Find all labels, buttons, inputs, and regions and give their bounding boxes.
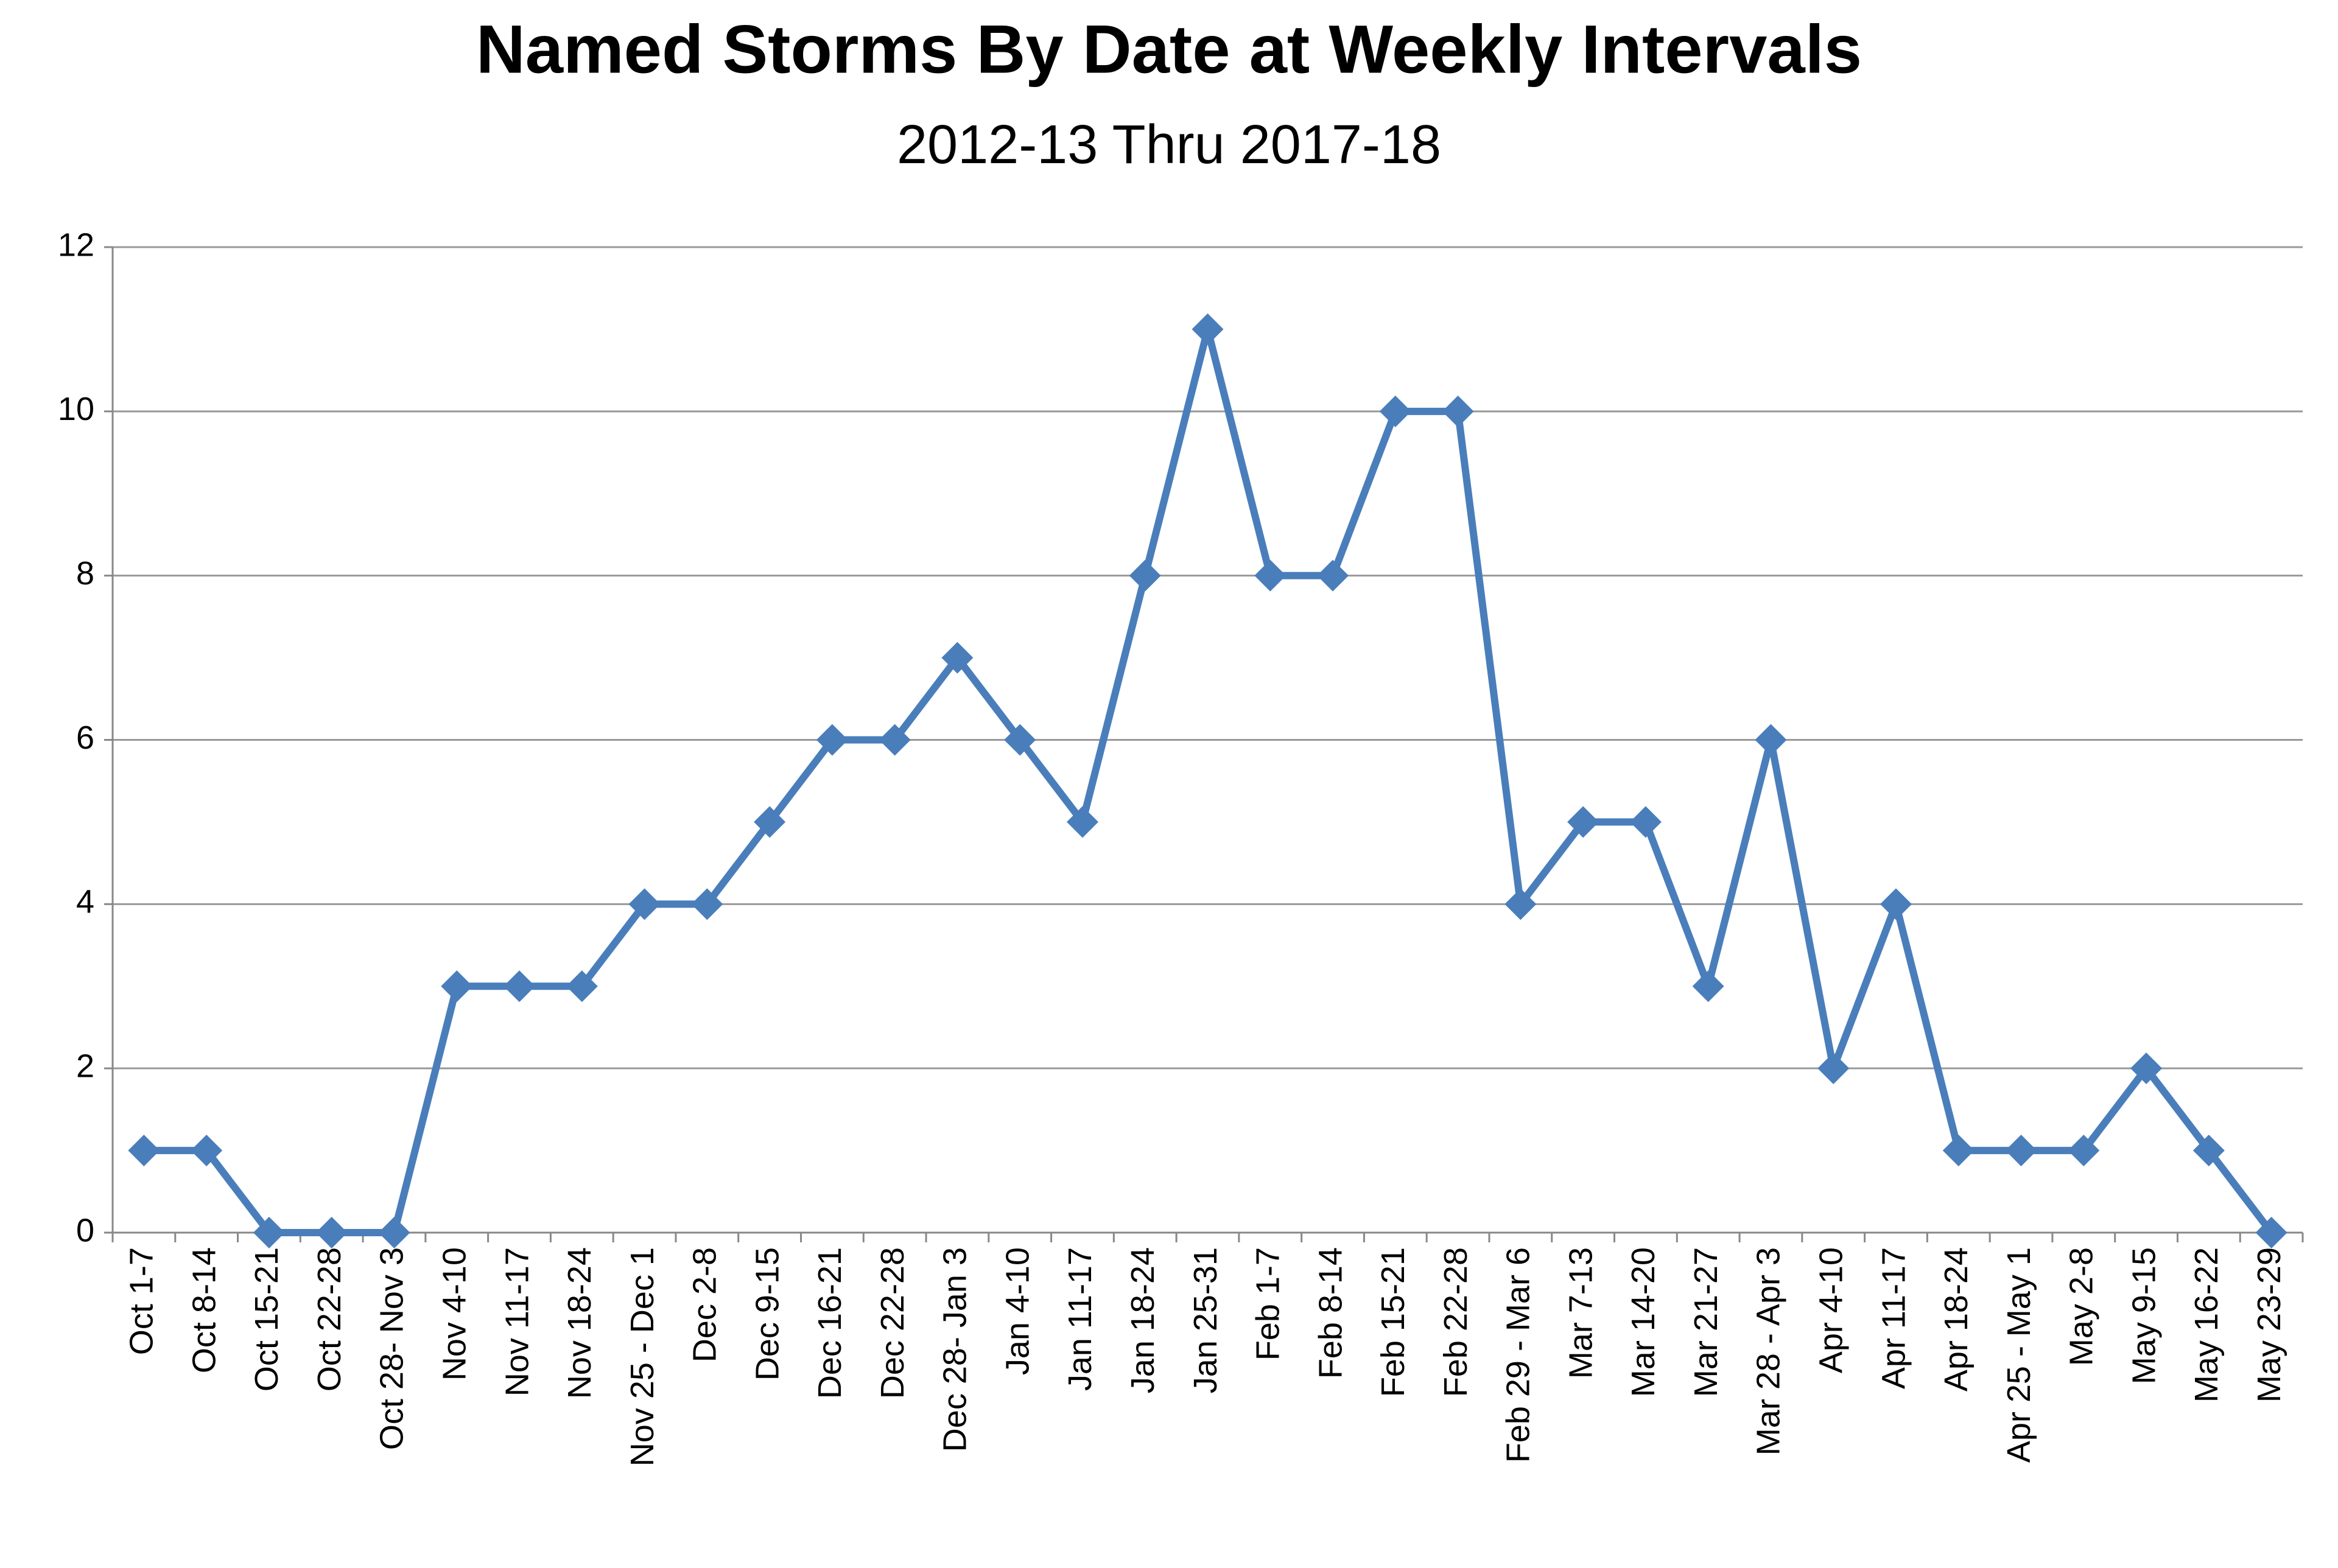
data-point (378, 1217, 410, 1248)
data-point (1692, 970, 1724, 1003)
x-tick-label: Jan 4-10 (999, 1247, 1036, 1375)
x-tick-label: Dec 16-21 (812, 1247, 848, 1399)
y-tick-label: 10 (58, 391, 94, 427)
x-tick-label: Nov 4-10 (437, 1247, 473, 1381)
x-tick-label: Oct 15-21 (248, 1247, 285, 1391)
data-point (441, 970, 473, 1003)
x-tick-label: Jan 11-17 (1062, 1247, 1098, 1391)
x-tick-label: Nov 18-24 (561, 1247, 598, 1399)
data-point (2130, 1052, 2163, 1085)
y-tick-label: 4 (76, 884, 94, 920)
data-point (754, 806, 786, 838)
data-point (1379, 395, 1411, 427)
data-point (253, 1217, 285, 1248)
x-tick-label: Dec 2-8 (687, 1247, 723, 1362)
data-point (2005, 1135, 2037, 1167)
y-tick-label: 0 (76, 1212, 94, 1248)
x-tick-label: May 23-29 (2251, 1247, 2287, 1402)
data-point (2068, 1135, 2100, 1167)
data-line (144, 325, 2275, 1236)
data-point (191, 1135, 223, 1167)
y-tick-label: 12 (58, 226, 94, 263)
data-point (628, 888, 661, 920)
chart-title: Named Storms By Date at Weekly Intervals (476, 12, 1862, 88)
data-point (1504, 888, 1537, 920)
data-point (2255, 1217, 2287, 1248)
x-tick-label: Dec 9-15 (749, 1247, 785, 1381)
data-point (128, 1135, 160, 1167)
data-point (941, 642, 974, 674)
data-point (816, 724, 848, 756)
x-tick-label: Dec 28- Jan 3 (937, 1247, 974, 1452)
x-tick-label: May 2-8 (2063, 1247, 2100, 1366)
x-tick-label: Feb 29 - Mar 6 (1500, 1247, 1537, 1463)
y-tick-label: 2 (76, 1048, 94, 1084)
x-tick-label: Oct 8-14 (186, 1247, 222, 1373)
x-tick-label: Mar 7-13 (1562, 1247, 1599, 1379)
x-tick-label: Mar 21-27 (1688, 1247, 1724, 1397)
x-tick-label: Mar 28 - Apr 3 (1750, 1247, 1787, 1455)
x-tick-label: Feb 15-21 (1375, 1247, 1411, 1397)
y-tick-label: 6 (76, 719, 94, 756)
x-tick-label: Feb 8-14 (1312, 1247, 1349, 1379)
x-tick-label: Nov 25 - Dec 1 (624, 1247, 661, 1466)
x-tick-label: Oct 22-28 (311, 1247, 348, 1391)
x-tick-label: Oct 1-7 (124, 1247, 160, 1355)
y-tick-label: 8 (76, 555, 94, 592)
data-point (1629, 806, 1662, 838)
x-tick-label: Feb 22-28 (1438, 1247, 1474, 1397)
data-point (879, 724, 911, 756)
data-point (1192, 313, 1224, 345)
x-tick-label: Jan 18-24 (1125, 1247, 1161, 1393)
data-point (691, 888, 723, 920)
x-tick-label: May 9-15 (2126, 1247, 2162, 1384)
data-point (315, 1217, 348, 1248)
data-point (1066, 806, 1098, 838)
x-tick-label: Oct 28- Nov 3 (374, 1247, 410, 1450)
data-point (1442, 395, 1474, 427)
data-point (1817, 1052, 1850, 1085)
data-point (1254, 559, 1287, 592)
data-point (1317, 559, 1349, 592)
data-point (504, 970, 536, 1003)
x-tick-label: Dec 22-28 (874, 1247, 911, 1399)
x-tick-label: Feb 1-7 (1250, 1247, 1287, 1360)
x-tick-label: Apr 4-10 (1813, 1247, 1849, 1373)
x-tick-label: Apr 25 - May 1 (2001, 1247, 2037, 1463)
x-tick-label: May 16-22 (2188, 1247, 2225, 1402)
data-point (566, 970, 598, 1003)
data-point (1880, 888, 1912, 920)
data-point (1755, 724, 1787, 756)
chart-subtitle: 2012-13 Thru 2017-18 (897, 114, 1441, 175)
x-tick-label: Mar 14-20 (1625, 1247, 1662, 1397)
x-tick-label: Apr 11-17 (1875, 1247, 1912, 1389)
x-tick-label: Apr 18-24 (1938, 1247, 1975, 1391)
data-point (1004, 724, 1036, 756)
x-tick-label: Nov 11-17 (499, 1247, 535, 1396)
data-point (1567, 806, 1599, 838)
data-point (1129, 559, 1161, 592)
data-point (2192, 1135, 2225, 1167)
data-point (1942, 1135, 1975, 1167)
x-tick-label: Jan 25-31 (1187, 1247, 1224, 1393)
